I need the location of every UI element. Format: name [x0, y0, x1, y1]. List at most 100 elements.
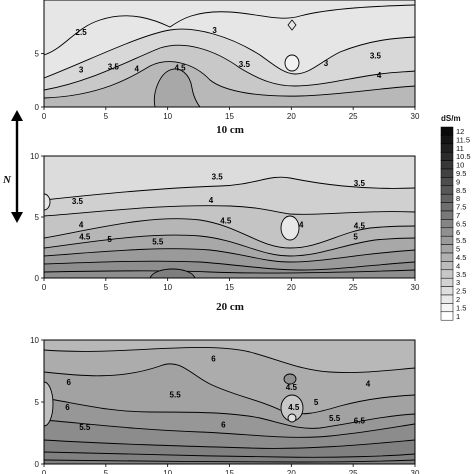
legend-swatch — [440, 143, 454, 153]
contour-line-3.5 — [44, 44, 415, 91]
legend-swatch — [440, 202, 454, 212]
contour-closed-low-edge — [44, 193, 51, 211]
north-arrow: N — [2, 110, 23, 223]
contour-label: 5 — [353, 233, 358, 242]
legend-level-label: 11 — [456, 144, 464, 153]
legend-swatch — [440, 126, 454, 136]
y-tick-label: 5 — [35, 50, 40, 59]
x-tick-label: 5 — [104, 112, 109, 121]
legend-level-label: 3.5 — [456, 270, 466, 279]
legend-level-label: 5 — [456, 245, 460, 254]
contour-line-7 — [44, 451, 415, 458]
contour-closed-low — [284, 54, 300, 72]
diamond-marker — [287, 19, 297, 31]
legend-title: dS/m — [441, 114, 461, 123]
contour-label: 5.5 — [329, 414, 341, 423]
contour-label: 4 — [366, 379, 371, 388]
x-tick-label: 0 — [42, 112, 47, 121]
contour-label: 2.5 — [76, 28, 88, 37]
north-arrow-head-bottom — [11, 212, 23, 223]
x-tick-label: 20 — [287, 283, 296, 292]
contour-line-6 — [44, 419, 415, 438]
legend-swatch — [440, 277, 454, 287]
legend-level-label: 7.5 — [456, 203, 466, 212]
contour-closed-high — [283, 373, 297, 385]
legend-level-label: 10.5 — [456, 152, 471, 161]
contour-line-4.5 — [44, 218, 415, 249]
contour-label: 4.5 — [174, 63, 186, 72]
contour-line-4 — [44, 205, 415, 217]
contour-label: 3.5 — [239, 60, 251, 69]
contour-label: 5 — [107, 235, 112, 244]
legend-swatch — [440, 135, 454, 145]
legend-level-label: 6.5 — [456, 219, 466, 228]
legend-level-label: 4 — [456, 261, 460, 270]
contour-line-6.5 — [44, 269, 415, 274]
legend-level-label: 7 — [456, 211, 460, 220]
legend-level-label: 12 — [456, 127, 464, 136]
y-tick-label: 5 — [35, 213, 40, 222]
contour-label: 5.5 — [170, 391, 182, 400]
contour-closed-low-inner — [287, 413, 297, 423]
contour-line-6 — [44, 260, 415, 271]
legend-swatch — [440, 185, 454, 195]
legend-swatch — [440, 269, 454, 279]
legend-swatch — [440, 219, 454, 229]
legend-level-label: 2.5 — [456, 287, 466, 296]
contour-line-4 — [44, 61, 415, 99]
contour-label: 5 — [314, 398, 319, 407]
contour-label: 3.5 — [72, 197, 84, 206]
contour-label: 6 — [211, 355, 216, 364]
x-tick-label: 25 — [349, 283, 358, 292]
legend-swatch — [440, 227, 454, 237]
contour-label: 3 — [324, 59, 329, 68]
contour-label: 4 — [135, 64, 140, 73]
axis-ticks: 0 5 10 15 20 25 30 0 5 — [35, 50, 420, 122]
contour-line-3.5 — [44, 176, 415, 201]
y-tick-label: 0 — [35, 274, 40, 283]
legend-level-label: 2 — [456, 295, 460, 304]
contour-label: 6 — [65, 403, 70, 412]
contour-label: 6 — [221, 420, 226, 429]
x-tick-label: 0 — [42, 469, 47, 474]
contour-line-5.5 — [44, 248, 415, 263]
x-tick-label: 25 — [349, 112, 358, 121]
contour-labels: 6 4.5 4 4.5 6 5.5 6 5 5.5 6.5 5.5 6 — [65, 355, 371, 432]
legend-level-label: 10 — [456, 161, 464, 170]
contour-label: 4.5 — [79, 233, 91, 242]
contour-panel-deep: 6 4.5 4 4.5 6 5.5 6 5 5.5 6.5 5.5 6 0 5 10 15 20 25 30 0 5 1… — [30, 336, 420, 474]
contour-label: 4.5 — [288, 403, 300, 412]
legend-swatch — [440, 193, 454, 203]
contour-label: 5.5 — [152, 237, 164, 246]
contour-label: 4.5 — [286, 383, 298, 392]
y-tick-label: 0 — [35, 103, 40, 112]
x-tick-label: 0 — [42, 283, 47, 292]
contour-label: 6.5 — [354, 417, 366, 426]
x-tick-label: 10 — [163, 283, 172, 292]
contour-label: 4 — [209, 196, 214, 205]
x-tick-label: 25 — [349, 469, 358, 474]
x-tick-label: 15 — [225, 469, 234, 474]
legend-swatch — [440, 151, 454, 161]
panel-caption: 10 cm — [216, 124, 244, 136]
legend-swatch — [440, 168, 454, 178]
contour-label: 4.5 — [220, 217, 232, 226]
legend-swatch — [440, 261, 454, 271]
band-4 — [44, 61, 415, 107]
contour-closed-low-edge — [44, 381, 54, 427]
axis-ticks: 0 5 10 15 20 25 30 0 5 10 — [30, 152, 420, 292]
contour-line-5 — [44, 363, 415, 415]
legend-level-label: 9 — [456, 177, 460, 186]
contour-labels: 3.5 3.5 3.5 4 4 4 4.5 4.5 4.5 5 5 5.5 — [72, 173, 366, 247]
contour-line-6.5 — [44, 439, 415, 449]
legend-labels: 1211.51110.5109.598.587.576.565.554.543.… — [456, 127, 471, 321]
y-tick-label: 0 — [35, 460, 40, 469]
legend-level-label: 3 — [456, 278, 460, 287]
band-6 — [44, 261, 415, 278]
legend-level-label: 6 — [456, 228, 460, 237]
contour-label: 3 — [212, 26, 217, 35]
contour-line-5 — [44, 234, 415, 257]
contour-label: 3.5 — [108, 62, 120, 71]
legend-swatch — [440, 311, 454, 321]
